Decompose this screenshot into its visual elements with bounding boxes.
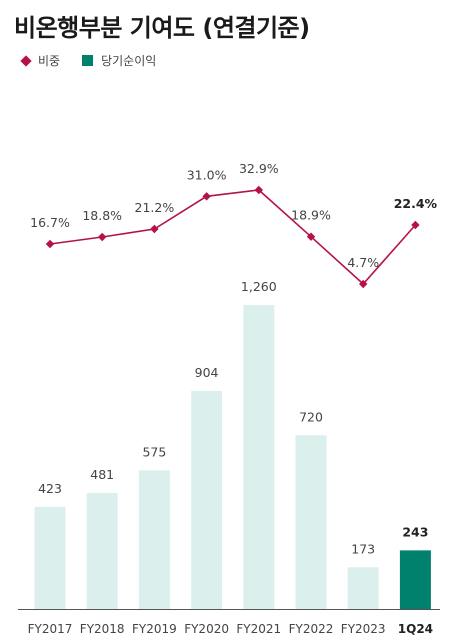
bar-value-label: 1,260 — [241, 279, 277, 294]
share-point — [359, 279, 368, 289]
share-point — [45, 239, 55, 249]
bar-value-label: 481 — [90, 467, 114, 482]
bar-value-label: 575 — [142, 444, 166, 459]
share-point — [202, 192, 211, 201]
share-point — [306, 232, 316, 241]
bar-value-label: 720 — [299, 409, 323, 424]
bar-value-label: 173 — [351, 541, 375, 556]
bar-fy2021 — [243, 305, 275, 609]
bar-fy2023 — [347, 567, 379, 609]
share-value-label: 22.4% — [394, 196, 438, 211]
share-value-label: 18.8% — [82, 208, 122, 223]
bar-1q24 — [399, 550, 431, 609]
bar-value-label: 904 — [195, 365, 219, 380]
bar-value-label: 423 — [38, 481, 62, 496]
legend-label-share: 비중 — [38, 54, 61, 68]
x-tick-label: FY2020 — [184, 622, 229, 636]
chart-legend: 비중 당기순이익 — [20, 52, 178, 69]
bar-fy2020 — [191, 390, 223, 609]
share-value-label: 4.7% — [347, 255, 379, 270]
legend-item-net-income: 당기순이익 — [82, 52, 156, 69]
share-line — [49, 189, 416, 286]
share-point — [254, 185, 263, 195]
share-point — [150, 224, 159, 234]
bar-fy2017 — [34, 506, 66, 609]
x-tick-label: FY2023 — [341, 622, 386, 636]
share-point — [98, 232, 107, 242]
share-value-label: 16.7% — [30, 215, 70, 230]
bar-fy2018 — [86, 492, 118, 609]
x-tick-label: FY2022 — [289, 622, 334, 636]
share-value-label: 21.2% — [135, 200, 175, 215]
share-value-label: 31.0% — [187, 167, 227, 182]
x-tick-label: 1Q24 — [398, 622, 433, 636]
legend-item-share: 비중 — [20, 52, 61, 69]
share-point — [411, 220, 420, 230]
bar-value-label: 243 — [402, 524, 428, 539]
share-value-label: 32.9% — [239, 161, 279, 176]
x-tick-label: FY2021 — [236, 622, 281, 636]
x-tick-label: FY2017 — [28, 622, 73, 636]
bar-fy2019 — [138, 470, 170, 609]
share-value-label: 18.9% — [291, 208, 331, 223]
chart-title: 비온행부분 기여도 (연결기준) — [14, 14, 310, 42]
bar-fy2022 — [295, 435, 327, 609]
x-tick-label: FY2019 — [132, 622, 177, 636]
legend-label-net-income: 당기순이익 — [101, 54, 157, 68]
x-tick-label: FY2018 — [80, 622, 125, 636]
square-marker-icon — [82, 55, 94, 66]
